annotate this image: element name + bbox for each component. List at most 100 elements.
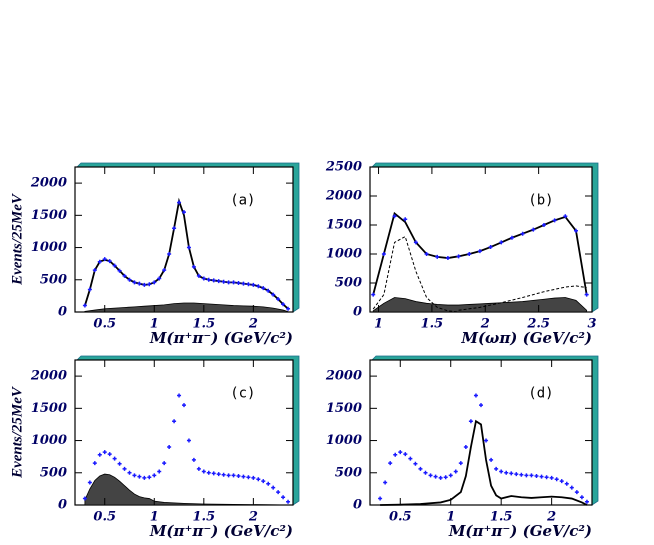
data-point: [552, 218, 557, 223]
x-tick-label: 1: [150, 317, 159, 332]
x-tick-label: 0.5: [93, 510, 116, 525]
x-tick-label: 1: [446, 510, 455, 525]
y-tick-label: 500: [335, 276, 362, 291]
x-tick-label: 2: [546, 510, 556, 525]
fit-curve: [380, 419, 588, 506]
data-point: [137, 281, 142, 286]
data-point: [236, 474, 241, 478]
background-area: [372, 297, 588, 313]
data-point: [448, 473, 453, 478]
data-point: [473, 393, 478, 398]
x-tick-label: 3: [587, 317, 596, 332]
data-point: [231, 280, 236, 285]
data-point: [102, 257, 107, 262]
data-point: [403, 452, 408, 457]
x-tick-label: 1.5: [490, 510, 513, 525]
y-tick-label: 0: [353, 498, 362, 513]
data-point: [211, 278, 216, 283]
data-point: [211, 471, 216, 476]
data-point: [162, 268, 167, 273]
component-curve: [458, 285, 587, 311]
data-point: [378, 496, 383, 501]
y-axis-label: Events/25MeV: [9, 385, 25, 479]
x-tick-label: 1.5: [193, 317, 216, 332]
data-point: [573, 228, 578, 233]
panel: 0.5 1 1.5 2 0 500 1000 1500 2000 (a) M(π⁺π⁻) (GeV/…: [9, 162, 300, 347]
y-tick-label: 2000: [325, 369, 362, 384]
y-tick-label: 1500: [326, 218, 362, 233]
x-tick-label: 1: [150, 510, 159, 525]
y-tick-label: 1000: [326, 247, 362, 262]
data-point: [87, 287, 92, 292]
y-tick-label: 500: [40, 465, 67, 480]
x-tick-label: 1: [374, 317, 383, 332]
data-point: [216, 472, 221, 477]
data-point: [127, 470, 132, 475]
data-point: [458, 461, 463, 466]
data-point: [544, 475, 549, 480]
data-point: [97, 259, 102, 264]
data-point: [226, 280, 231, 285]
data-point: [276, 297, 281, 302]
background-area: [84, 473, 289, 506]
data-point: [281, 302, 286, 307]
data-point: [509, 471, 514, 476]
data-point: [266, 288, 271, 293]
data-point: [231, 473, 236, 478]
data-point: [579, 495, 584, 500]
data-point: [196, 466, 201, 471]
plot-frame: [74, 166, 294, 313]
data-point: [463, 445, 468, 449]
data-point: [418, 466, 423, 471]
data-point: [157, 469, 162, 474]
x-tick-label: 0.5: [93, 317, 116, 332]
data-point: [82, 496, 87, 501]
data-point: [102, 450, 107, 455]
data-point: [147, 475, 152, 480]
data-point: [564, 481, 569, 486]
data-point: [127, 277, 132, 282]
data-point: [142, 475, 147, 480]
data-point: [246, 282, 251, 287]
x-axis-label: M(ωπ) (GeV/c²): [460, 329, 592, 347]
data-point: [534, 474, 539, 478]
data-point: [241, 281, 246, 286]
data-point: [162, 461, 167, 466]
data-point: [428, 473, 433, 478]
data-point: [251, 282, 256, 287]
data-point: [276, 490, 281, 495]
data-point: [256, 284, 261, 289]
data-point: [392, 214, 397, 219]
data-point: [524, 473, 529, 478]
data-point: [468, 419, 473, 424]
panel-label: (c): [230, 385, 255, 401]
data-point: [520, 231, 525, 236]
y-tick-label: 500: [40, 272, 67, 287]
x-tick-label: 2: [248, 510, 258, 525]
data-point: [152, 473, 157, 478]
panel: 0.5 1 1.5 2 0 500 1000 1500 2000 (d) M(π⁺π⁻) (GeV/…: [325, 355, 599, 540]
data-point: [117, 268, 122, 273]
data-point: [122, 466, 127, 471]
data-point: [438, 475, 443, 480]
data-point: [388, 461, 393, 466]
data-point: [423, 470, 428, 475]
data-point: [539, 474, 544, 479]
data-point: [132, 280, 137, 285]
data-point: [251, 475, 256, 480]
data-point: [216, 279, 221, 284]
data-point: [529, 473, 534, 478]
data-point: [201, 469, 206, 474]
data-point: [393, 452, 398, 457]
data-point: [97, 452, 102, 457]
y-tick-label: 0: [58, 305, 67, 320]
data-point: [107, 452, 112, 457]
data-point: [554, 477, 559, 482]
data-point: [261, 286, 266, 291]
data-point: [494, 466, 499, 471]
y-tick-label: 2000: [30, 176, 67, 191]
x-tick-label: 2: [480, 317, 490, 332]
data-point: [236, 281, 241, 285]
data-point: [182, 210, 186, 215]
